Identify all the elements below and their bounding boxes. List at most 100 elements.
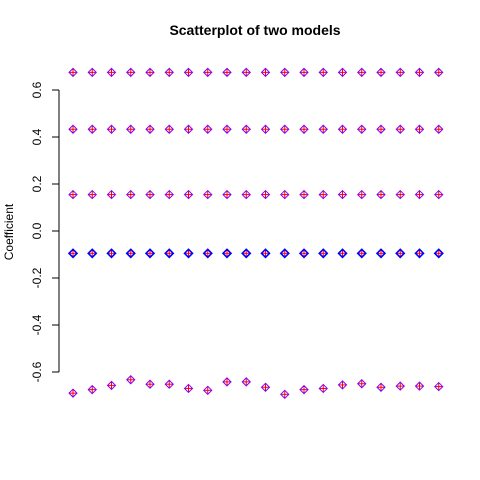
point-plus-marker: [261, 383, 270, 392]
point-plus-marker: [338, 380, 347, 389]
point-diamond-marker: [87, 124, 97, 134]
point-diamond-marker: [434, 189, 444, 200]
point-plus-marker: [377, 249, 385, 258]
point-plus-marker: [223, 125, 231, 134]
point-diamond-overplot: [183, 248, 194, 259]
point-diamond-marker: [414, 67, 425, 78]
point-plus-marker: [203, 125, 212, 134]
point-plus-marker: [261, 125, 270, 134]
point-diamond-marker: [68, 124, 78, 134]
point-plus-marker: [165, 249, 174, 258]
point-diamond-overplot: [241, 248, 252, 259]
point-plus-marker: [319, 190, 328, 199]
point-plus-marker: [319, 249, 328, 258]
point-plus-marker: [434, 249, 443, 258]
point-diamond-marker: [337, 124, 348, 134]
point-diamond-marker: [222, 189, 232, 200]
point-diamond-marker: [183, 383, 194, 394]
point-plus-marker: [107, 249, 116, 258]
point-plus-marker: [261, 190, 270, 199]
point-diamond-marker: [68, 388, 78, 398]
point-diamond-marker: [68, 67, 78, 78]
point-plus-marker: [126, 249, 135, 258]
point-diamond-marker: [126, 67, 136, 78]
point-plus-marker: [377, 68, 385, 77]
point-diamond-marker: [395, 189, 405, 200]
point-plus-marker: [396, 249, 405, 258]
point-diamond-marker: [203, 189, 213, 200]
point-plus-marker: [184, 125, 193, 134]
point-plus-marker: [280, 125, 289, 134]
point-plus-marker: [377, 125, 385, 134]
point-plus-marker: [396, 190, 405, 199]
point-diamond-marker: [357, 124, 367, 134]
point-diamond-marker: [376, 67, 386, 78]
point-plus-marker: [261, 249, 270, 258]
point-diamond-marker: [183, 67, 194, 78]
point-diamond-overplot: [433, 248, 444, 259]
point-plus-marker: [357, 68, 366, 77]
point-diamond-marker: [106, 67, 117, 78]
point-plus-marker: [165, 190, 174, 199]
point-plus-marker: [203, 190, 212, 199]
point-diamond-marker: [299, 189, 309, 200]
point-plus-marker: [338, 68, 347, 77]
point-diamond-marker: [183, 189, 194, 200]
point-plus-marker: [434, 190, 443, 199]
point-plus-marker: [126, 190, 135, 199]
point-diamond-marker: [241, 124, 251, 134]
point-diamond-marker: [280, 67, 290, 78]
point-diamond-marker: [164, 124, 174, 134]
point-diamond-marker: [280, 389, 290, 400]
point-plus-marker: [165, 125, 174, 134]
point-diamond-marker: [434, 381, 444, 392]
y-tick-label: -0.2: [30, 267, 44, 288]
point-diamond-overplot: [279, 248, 290, 259]
point-plus-marker: [69, 190, 77, 199]
point-diamond-marker: [241, 67, 251, 78]
point-diamond-marker: [164, 67, 174, 78]
point-plus-marker: [357, 249, 366, 258]
point-diamond-marker: [260, 67, 271, 78]
point-diamond-marker: [241, 377, 251, 387]
point-diamond-marker: [299, 67, 309, 78]
point-plus-marker: [434, 68, 443, 77]
point-diamond-marker: [280, 124, 290, 134]
point-diamond-marker: [299, 384, 309, 395]
point-plus-marker: [319, 384, 328, 393]
point-plus-marker: [415, 190, 424, 199]
point-plus-marker: [88, 125, 97, 134]
point-diamond-overplot: [164, 248, 175, 259]
point-plus-marker: [434, 382, 443, 391]
point-plus-marker: [338, 190, 347, 199]
point-diamond-marker: [414, 189, 425, 200]
point-plus-marker: [319, 68, 328, 77]
point-plus-marker: [280, 249, 289, 258]
point-diamond-marker: [260, 382, 271, 392]
point-diamond-marker: [203, 385, 213, 396]
point-diamond-overplot: [144, 248, 156, 259]
point-diamond-marker: [260, 124, 271, 134]
point-plus-marker: [280, 68, 289, 77]
point-plus-marker: [357, 379, 366, 388]
point-diamond-marker: [203, 124, 213, 134]
point-diamond-marker: [222, 124, 232, 134]
point-plus-marker: [88, 385, 97, 394]
point-diamond-marker: [318, 189, 328, 200]
point-diamond-marker: [395, 124, 405, 134]
point-plus-marker: [242, 377, 251, 386]
point-plus-marker: [88, 249, 97, 258]
point-diamond-marker: [260, 189, 271, 200]
point-diamond-marker: [145, 379, 155, 389]
point-diamond-marker: [337, 189, 348, 200]
point-plus-marker: [319, 125, 328, 134]
point-plus-marker: [300, 125, 308, 134]
point-plus-marker: [184, 384, 193, 393]
chart-title: Scatterplot of two models: [169, 22, 340, 38]
y-tick-label: 0.0: [30, 222, 44, 239]
point-plus-marker: [415, 68, 424, 77]
point-plus-marker: [338, 249, 347, 258]
point-diamond-marker: [87, 384, 97, 395]
point-diamond-marker: [318, 124, 328, 134]
point-plus-marker: [165, 380, 174, 389]
